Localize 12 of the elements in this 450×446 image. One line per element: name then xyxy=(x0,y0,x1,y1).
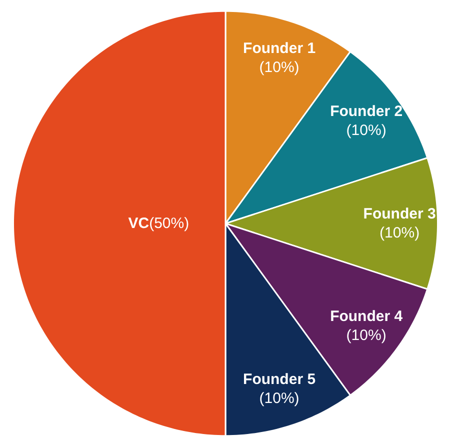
data-label: (10%) xyxy=(259,58,300,76)
data-label: (10%) xyxy=(346,326,386,344)
slice-label: Founder 4 xyxy=(330,308,404,325)
data-label: (50%) xyxy=(149,215,190,232)
slice-label: Founder 3 xyxy=(363,205,436,222)
slice-label: VC xyxy=(128,215,150,232)
slice-label: Founder 5 xyxy=(243,371,316,388)
slice-label: Founder 2 xyxy=(330,103,403,120)
data-label: (10%) xyxy=(259,390,300,408)
data-label: (10%) xyxy=(346,122,386,140)
data-label: (10%) xyxy=(380,224,420,242)
slice-label: Founder 1 xyxy=(243,40,316,57)
